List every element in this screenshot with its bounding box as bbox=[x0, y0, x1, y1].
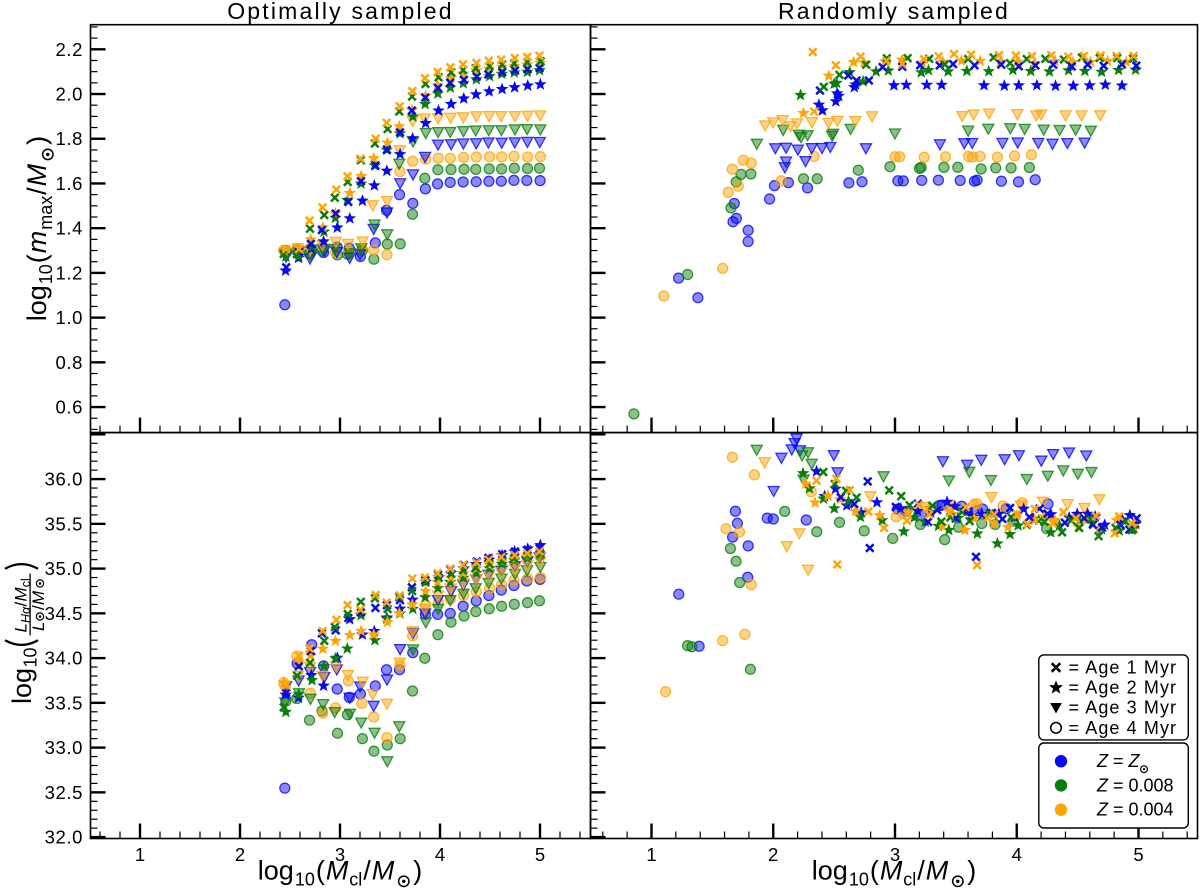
svg-text:log: log bbox=[22, 285, 52, 321]
svg-text:M: M bbox=[12, 587, 31, 602]
svg-text:10: 10 bbox=[849, 870, 869, 890]
svg-text:34.0: 34.0 bbox=[45, 648, 83, 669]
svg-text:/: / bbox=[917, 856, 925, 886]
svg-text:1.4: 1.4 bbox=[55, 218, 83, 239]
svg-text:2: 2 bbox=[235, 844, 245, 865]
svg-text:cl: cl bbox=[349, 870, 362, 890]
svg-text:): ) bbox=[22, 136, 52, 145]
svg-text:/: / bbox=[29, 605, 48, 610]
svg-text:L: L bbox=[12, 623, 31, 632]
svg-text:32.0: 32.0 bbox=[45, 827, 83, 848]
svg-text:Randomly sampled: Randomly sampled bbox=[778, 0, 1010, 24]
svg-text:34.5: 34.5 bbox=[45, 603, 83, 624]
svg-text:=: = bbox=[1108, 775, 1129, 795]
svg-text:33.0: 33.0 bbox=[45, 737, 83, 758]
svg-text:(: ( bbox=[870, 856, 879, 886]
svg-text:1.2: 1.2 bbox=[55, 262, 83, 283]
svg-text:= Age 4 Myr: = Age 4 Myr bbox=[1069, 718, 1178, 738]
svg-text:): ) bbox=[413, 856, 422, 886]
svg-text:log: log bbox=[258, 856, 294, 886]
svg-text:/: / bbox=[22, 187, 52, 195]
svg-text:0.8: 0.8 bbox=[55, 352, 83, 373]
svg-text:Z: Z bbox=[1128, 751, 1141, 771]
svg-text:m: m bbox=[22, 231, 52, 254]
svg-text:log: log bbox=[7, 668, 37, 704]
svg-text:Z: Z bbox=[1096, 775, 1109, 795]
svg-text:2: 2 bbox=[768, 844, 778, 865]
svg-text:Z: Z bbox=[1096, 751, 1109, 771]
svg-text:cl: cl bbox=[903, 870, 916, 890]
svg-text:2.2: 2.2 bbox=[55, 39, 83, 60]
svg-text:1: 1 bbox=[646, 844, 656, 865]
svg-text:(: ( bbox=[316, 856, 325, 886]
svg-text:1.0: 1.0 bbox=[55, 307, 83, 328]
svg-text:=: = bbox=[1108, 800, 1129, 820]
svg-text:Z: Z bbox=[1096, 800, 1109, 820]
svg-text:log: log bbox=[812, 856, 848, 886]
svg-text:= Age 3 Myr: = Age 3 Myr bbox=[1069, 698, 1178, 718]
svg-text:0.008: 0.008 bbox=[1129, 775, 1174, 795]
svg-text:Optimally sampled: Optimally sampled bbox=[227, 0, 454, 24]
svg-text:1: 1 bbox=[135, 844, 145, 865]
svg-text:5: 5 bbox=[535, 844, 545, 865]
svg-text:M: M bbox=[29, 590, 48, 605]
svg-text:= Age 2 Myr: = Age 2 Myr bbox=[1069, 678, 1178, 698]
svg-text:5: 5 bbox=[1133, 844, 1143, 865]
svg-text:= Age 1 Myr: = Age 1 Myr bbox=[1069, 658, 1178, 678]
svg-text:): ) bbox=[967, 856, 976, 886]
svg-text:L: L bbox=[29, 622, 48, 631]
svg-text:35.5: 35.5 bbox=[45, 513, 83, 534]
svg-text:33.5: 33.5 bbox=[45, 692, 83, 713]
svg-text:M: M bbox=[926, 856, 949, 886]
svg-text:max: max bbox=[36, 196, 56, 230]
svg-text:/: / bbox=[363, 856, 371, 886]
svg-text:1.8: 1.8 bbox=[55, 128, 83, 149]
svg-text:10: 10 bbox=[36, 264, 56, 284]
svg-text:3: 3 bbox=[335, 844, 345, 865]
svg-text:=: = bbox=[1108, 751, 1129, 771]
svg-text:0.6: 0.6 bbox=[55, 397, 83, 418]
svg-text:0.004: 0.004 bbox=[1129, 800, 1174, 820]
svg-text:M: M bbox=[372, 856, 395, 886]
svg-text:M: M bbox=[880, 856, 903, 886]
svg-text:4: 4 bbox=[1012, 844, 1022, 865]
svg-text:1.6: 1.6 bbox=[55, 173, 83, 194]
svg-text:Hα: Hα bbox=[19, 606, 33, 623]
svg-text:36.0: 36.0 bbox=[45, 469, 83, 490]
svg-text:10: 10 bbox=[21, 647, 41, 667]
svg-text:cl: cl bbox=[19, 578, 33, 587]
svg-text:M: M bbox=[22, 163, 52, 186]
svg-text:2.0: 2.0 bbox=[55, 84, 83, 105]
svg-text:32.5: 32.5 bbox=[45, 782, 83, 803]
svg-text:4: 4 bbox=[435, 844, 445, 865]
svg-text:/: / bbox=[12, 602, 31, 607]
svg-text:35.0: 35.0 bbox=[45, 558, 83, 579]
svg-text:3: 3 bbox=[890, 844, 900, 865]
svg-text:(: ( bbox=[22, 254, 52, 263]
svg-text:10: 10 bbox=[295, 870, 315, 890]
svg-text:M: M bbox=[326, 856, 349, 886]
